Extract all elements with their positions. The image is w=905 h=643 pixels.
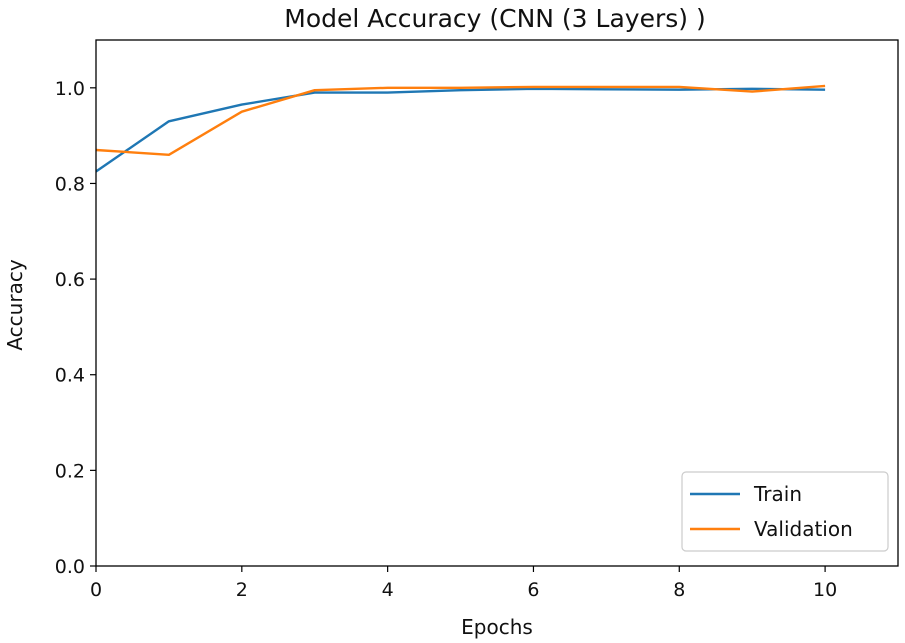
x-tick-label: 8: [673, 579, 685, 601]
series-line-train: [95, 87, 826, 173]
x-tick-label: 6: [527, 579, 539, 601]
y-tick-label: 0.8: [55, 173, 85, 195]
x-tick-label: 2: [236, 579, 248, 601]
legend-label: Train: [753, 482, 802, 506]
y-tick-label: 0.2: [55, 460, 85, 482]
x-axis-label: Epochs: [461, 615, 533, 639]
x-tick-label: 0: [90, 579, 102, 601]
series-line-validation: [95, 84, 826, 157]
plot-frame: [95, 39, 899, 567]
y-axis-label: Accuracy: [3, 259, 27, 350]
y-tick-label: 0.4: [55, 365, 85, 387]
legend-label: Validation: [754, 517, 853, 541]
y-tick-label: 0.6: [55, 269, 85, 291]
y-tick-label: 1.0: [55, 78, 85, 100]
legend-box: [681, 471, 889, 552]
x-tick-label: 10: [813, 579, 837, 601]
y-tick-label: 0.0: [55, 556, 85, 578]
x-tick-label: 4: [382, 579, 394, 601]
chart-title: Model Accuracy (CNN (3 Layers) ): [284, 4, 705, 33]
